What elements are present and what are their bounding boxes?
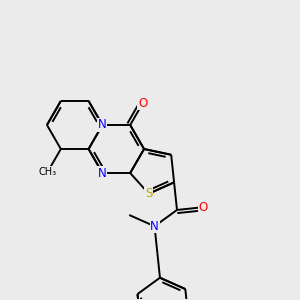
Text: N: N	[150, 220, 159, 233]
Text: N: N	[98, 167, 107, 179]
Text: CH₃: CH₃	[39, 167, 57, 177]
Text: S: S	[145, 187, 152, 200]
Text: N: N	[98, 118, 106, 131]
Text: O: O	[199, 201, 208, 214]
Text: O: O	[138, 97, 147, 110]
